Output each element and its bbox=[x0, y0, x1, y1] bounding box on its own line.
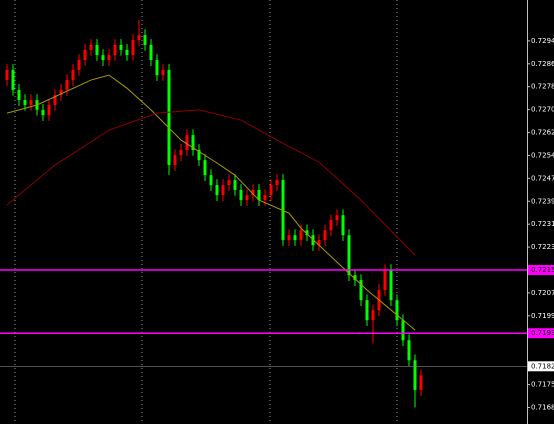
candle-body bbox=[395, 300, 399, 321]
candle-body bbox=[125, 49, 129, 56]
candle-body bbox=[287, 235, 291, 241]
candle-body bbox=[407, 340, 411, 361]
candle-body bbox=[389, 270, 393, 301]
y-tick-label: 0.72628 bbox=[531, 129, 554, 137]
candle-body bbox=[5, 69, 9, 81]
candle-body bbox=[341, 215, 345, 236]
candle-body bbox=[47, 104, 51, 116]
y-tick-label: 0.72312 bbox=[531, 220, 554, 228]
price-level-label-box bbox=[528, 265, 554, 276]
candle-body bbox=[59, 89, 63, 96]
y-tick-label: 0.72707 bbox=[531, 106, 554, 114]
candle-body bbox=[89, 44, 93, 50]
y-tick-label: 0.72549 bbox=[531, 151, 554, 159]
candle-body bbox=[191, 135, 195, 150]
candle-body bbox=[293, 235, 297, 241]
candle-body bbox=[17, 89, 21, 101]
candle-body bbox=[203, 160, 207, 176]
candle-body bbox=[41, 109, 45, 116]
candle-body bbox=[257, 189, 261, 201]
y-tick-label: 0.71996 bbox=[531, 312, 554, 320]
candle-body bbox=[221, 185, 225, 196]
candle-body bbox=[77, 60, 81, 70]
y-tick-label: 0.72391 bbox=[531, 197, 554, 205]
candle-body bbox=[347, 235, 351, 276]
candle-body bbox=[299, 230, 303, 241]
candle-body bbox=[131, 40, 135, 56]
candle-body bbox=[197, 149, 201, 161]
candle-body bbox=[143, 35, 147, 45]
candle-body bbox=[71, 69, 75, 81]
candle-body bbox=[245, 195, 249, 201]
candle-body bbox=[167, 69, 171, 166]
candle-body bbox=[113, 44, 117, 56]
candle-body bbox=[233, 180, 237, 190]
y-tick-label: 0.72786 bbox=[531, 83, 554, 91]
candle-body bbox=[137, 35, 141, 41]
candle-body bbox=[215, 185, 219, 196]
candle-body bbox=[95, 44, 99, 56]
candle-body bbox=[53, 95, 57, 105]
candle-body bbox=[83, 49, 87, 61]
candle-body bbox=[29, 100, 33, 105]
candle-body bbox=[155, 60, 159, 76]
y-tick-label: 0.72233 bbox=[531, 243, 554, 251]
candle-body bbox=[335, 215, 339, 221]
price-level-label: 0.72154 bbox=[531, 266, 554, 274]
candle-body bbox=[365, 300, 369, 321]
y-tick-label: 0.72075 bbox=[531, 289, 554, 297]
candle-body bbox=[269, 185, 273, 196]
candle-body bbox=[419, 375, 423, 391]
moving-average bbox=[6, 109, 416, 256]
candle-body bbox=[185, 135, 189, 150]
candle-body bbox=[305, 230, 309, 236]
price-level-label: 0.71936 bbox=[531, 329, 554, 337]
vertical-grid bbox=[14, 0, 398, 424]
moving-average bbox=[6, 74, 416, 331]
candle-body bbox=[173, 155, 177, 166]
candle-body bbox=[317, 240, 321, 246]
candle-body bbox=[149, 44, 153, 61]
y-tick-label: 0.71759 bbox=[531, 381, 554, 389]
candle-body bbox=[107, 55, 111, 61]
candle-body bbox=[383, 270, 387, 291]
candle-body bbox=[239, 189, 243, 201]
price-level-label-box bbox=[528, 361, 554, 372]
candle-body bbox=[275, 180, 279, 186]
candle-body bbox=[101, 55, 105, 61]
candle-body bbox=[323, 230, 327, 241]
candle-body bbox=[227, 180, 231, 186]
candle-body bbox=[401, 320, 405, 341]
candle-body bbox=[413, 360, 417, 391]
candle-body bbox=[353, 275, 357, 281]
price-level-label-box bbox=[528, 328, 554, 339]
candle-body bbox=[251, 189, 255, 196]
candle-body bbox=[359, 280, 363, 301]
candle-body bbox=[263, 195, 267, 201]
y-tick-label: 0.72944 bbox=[531, 37, 554, 45]
candle-body bbox=[65, 80, 69, 90]
candle-body bbox=[23, 100, 27, 105]
candle-body bbox=[179, 149, 183, 156]
candle-body bbox=[11, 69, 15, 90]
candle-body bbox=[209, 175, 213, 186]
candle-body bbox=[371, 310, 375, 321]
price-level-label: 0.71822 bbox=[531, 362, 554, 370]
candle-body bbox=[119, 44, 123, 50]
candle-body bbox=[329, 220, 333, 231]
candle-body bbox=[161, 69, 165, 76]
y-tick-label: 0.72865 bbox=[531, 60, 554, 68]
